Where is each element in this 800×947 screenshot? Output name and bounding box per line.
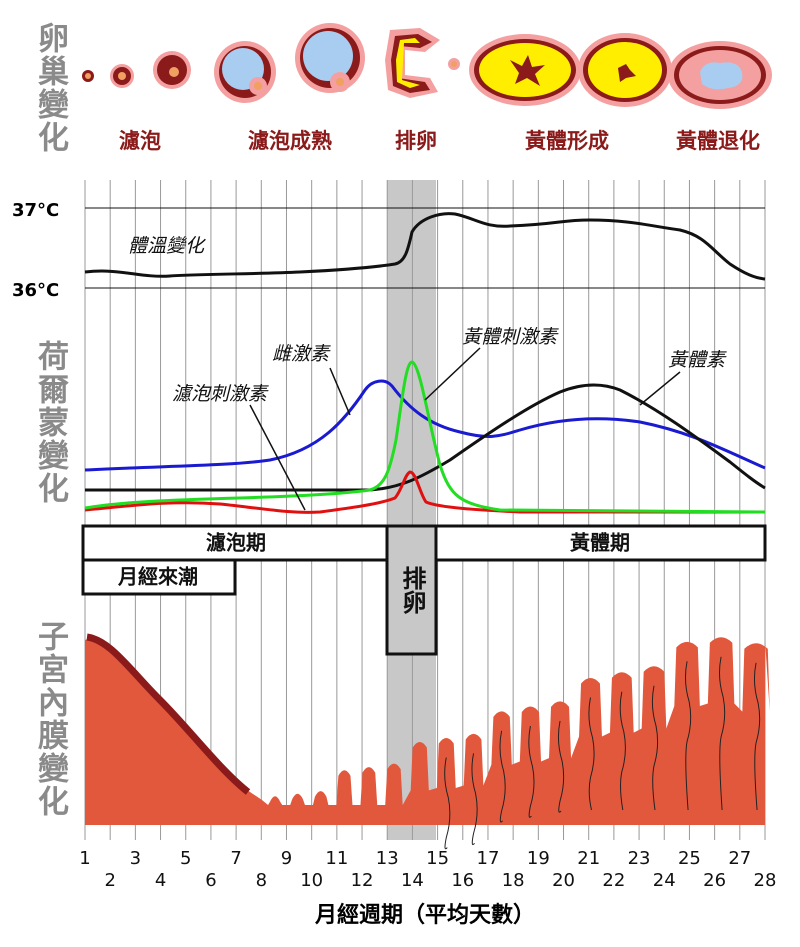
hormone-label: 荷爾蒙變化 — [32, 340, 68, 505]
phase-label: 月經來潮 — [117, 565, 198, 589]
curve-label: 雌激素 — [272, 343, 331, 365]
day-label: 18 — [502, 870, 525, 891]
day-label: 4 — [155, 870, 166, 891]
phase-box — [81, 524, 390, 562]
day-label: 8 — [256, 870, 267, 891]
temperature-curve — [84, 212, 766, 281]
ovary-label: 卵巢變化 — [32, 22, 68, 154]
day-label: 21 — [577, 848, 600, 869]
endometrium-label: 子宮內膜變化 — [32, 620, 68, 818]
gland — [588, 697, 595, 811]
day-label: 12 — [351, 870, 374, 891]
day-label: 14 — [401, 870, 424, 891]
gland — [753, 662, 761, 811]
gland — [651, 685, 659, 811]
day-label: 28 — [754, 870, 777, 891]
lh-curve — [84, 360, 766, 514]
phase-label: 排卵 — [398, 566, 426, 615]
day-label: 11 — [325, 848, 348, 869]
gland — [719, 656, 726, 811]
gland — [619, 691, 626, 811]
day-label: 15 — [426, 848, 449, 869]
x-axis: 1234567891011121314151617181920212223242… — [79, 848, 776, 891]
curve-label: 體溫變化 — [128, 235, 206, 257]
gland — [471, 753, 478, 846]
ovary-icons — [82, 23, 772, 109]
gland — [444, 757, 451, 850]
day-label: 25 — [678, 848, 701, 869]
stage-label: 濾泡成熟 — [248, 129, 332, 153]
x-axis-title: 月經週期（平均天數） — [314, 902, 535, 928]
day-label: 7 — [230, 848, 241, 869]
gland — [684, 661, 692, 811]
leader-lines — [249, 347, 681, 511]
day-label: 6 — [205, 870, 216, 891]
gland — [499, 730, 506, 823]
stage-label: 濾泡 — [119, 129, 161, 153]
day-label: 27 — [728, 848, 751, 869]
day-label: 16 — [451, 870, 474, 891]
endometrium-shed — [86, 633, 251, 795]
fsh-curve — [84, 470, 765, 514]
phase-box — [434, 524, 767, 562]
phase-box — [385, 524, 438, 656]
gland — [557, 720, 565, 813]
day-label: 9 — [281, 848, 292, 869]
ovulation-band — [387, 180, 436, 840]
day-label: 26 — [703, 870, 726, 891]
curve-label: 黃體刺激素 — [462, 326, 559, 348]
day-label: 13 — [376, 848, 399, 869]
temp-tick: 36°C — [12, 280, 59, 301]
stage-label: 黃體形成 — [525, 129, 609, 153]
gland — [528, 725, 535, 818]
curve-label: 濾泡刺激素 — [172, 383, 269, 405]
temp-tick: 37°C — [12, 200, 59, 221]
progesterone-curve — [85, 383, 766, 492]
endometrium — [85, 637, 770, 825]
stage-label: 排卵 — [395, 129, 437, 153]
day-label: 19 — [527, 848, 550, 869]
day-label: 2 — [104, 870, 115, 891]
day-label: 22 — [602, 870, 625, 891]
phase-label: 濾泡期 — [206, 531, 266, 555]
day-label: 17 — [477, 848, 500, 869]
phase-label: 黃體期 — [570, 531, 630, 555]
glands — [444, 656, 761, 850]
curve-label: 黃體素 — [668, 349, 727, 371]
stage-label: 黃體退化 — [676, 129, 760, 153]
day-label: 10 — [300, 870, 323, 891]
curves — [84, 212, 766, 514]
day-label: 5 — [180, 848, 191, 869]
day-label: 23 — [628, 848, 651, 869]
day-label: 24 — [653, 870, 676, 891]
day-label: 20 — [552, 870, 575, 891]
phase-box — [81, 558, 237, 596]
day-label: 3 — [130, 848, 141, 869]
estrogen-curve — [84, 379, 766, 472]
day-label: 1 — [79, 848, 90, 869]
